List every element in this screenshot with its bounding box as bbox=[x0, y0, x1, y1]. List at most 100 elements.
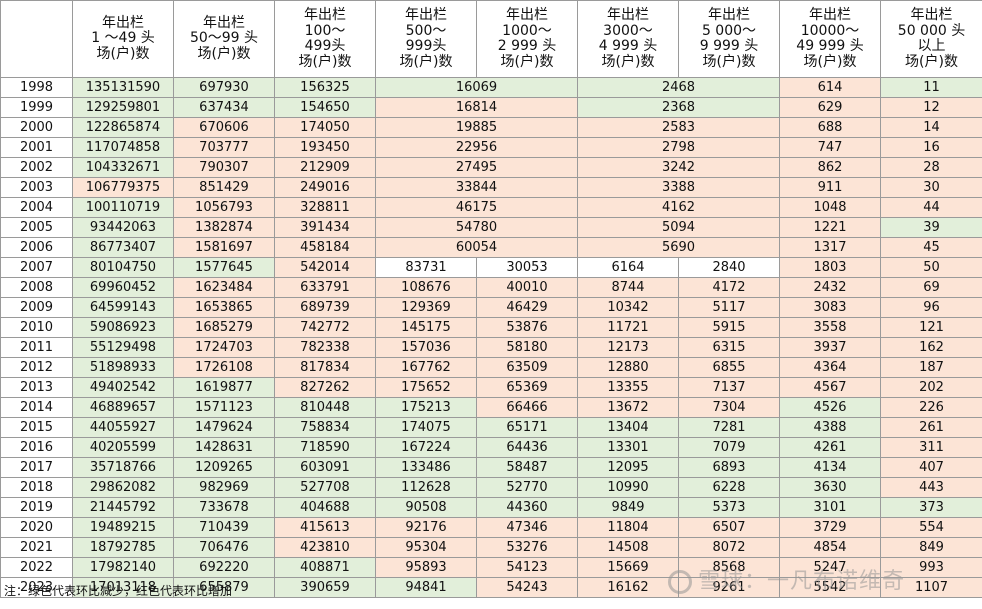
value-cell: 742772 bbox=[274, 317, 376, 338]
value-cell: 407 bbox=[880, 457, 982, 478]
value-cell: 554 bbox=[880, 517, 982, 538]
value-cell: 39 bbox=[880, 217, 982, 238]
value-cell: 982969 bbox=[173, 477, 275, 498]
year-cell: 2000 bbox=[0, 117, 73, 138]
header-col-4: 年出栏 500～ 999头 场(户)数 bbox=[375, 0, 477, 78]
table-row: 2003 106779375 851429 249016 33844 3388 911 30 bbox=[0, 177, 982, 198]
value-cell: 145175 bbox=[375, 317, 477, 338]
value-cell: 655879 bbox=[173, 577, 275, 598]
value-cell: 10990 bbox=[577, 477, 679, 498]
value-cell: 7281 bbox=[678, 417, 780, 438]
value-cell: 45 bbox=[880, 237, 982, 258]
year-cell: 2016 bbox=[0, 437, 73, 458]
value-cell: 65171 bbox=[476, 417, 578, 438]
value-cell: 5117 bbox=[678, 297, 780, 318]
value-cell: 4854 bbox=[779, 537, 881, 558]
value-cell: 60054 bbox=[375, 237, 578, 258]
value-cell: 3242 bbox=[577, 157, 780, 178]
value-cell: 16814 bbox=[375, 97, 578, 118]
value-cell: 6228 bbox=[678, 477, 780, 498]
table-row: 2018 29862082 982969 527708 112628 52770 10990… bbox=[0, 477, 982, 498]
value-cell: 3937 bbox=[779, 337, 881, 358]
value-cell: 16 bbox=[880, 137, 982, 158]
year-cell: 2003 bbox=[0, 177, 73, 198]
table-row: 2020 19489215 710439 415613 92176 47346 11804 6… bbox=[0, 517, 982, 538]
value-cell: 8744 bbox=[577, 277, 679, 298]
value-cell: 603091 bbox=[274, 457, 376, 478]
value-cell: 18792785 bbox=[72, 537, 174, 558]
value-cell: 16162 bbox=[577, 577, 679, 598]
value-cell: 47346 bbox=[476, 517, 578, 538]
value-cell: 3388 bbox=[577, 177, 780, 198]
value-cell: 53276 bbox=[476, 537, 578, 558]
value-cell: 1317 bbox=[779, 237, 881, 258]
value-cell: 710439 bbox=[173, 517, 275, 538]
value-cell: 44 bbox=[880, 197, 982, 218]
value-cell: 52770 bbox=[476, 477, 578, 498]
value-cell: 4134 bbox=[779, 457, 881, 478]
value-cell: 1479624 bbox=[173, 417, 275, 438]
value-cell: 12880 bbox=[577, 357, 679, 378]
value-cell: 100110719 bbox=[72, 197, 174, 218]
value-cell: 1581697 bbox=[173, 237, 275, 258]
value-cell: 6893 bbox=[678, 457, 780, 478]
header-col-2: 年出栏 50～99 头场(户)数 bbox=[173, 0, 275, 78]
value-cell: 810448 bbox=[274, 397, 376, 418]
year-cell: 2020 bbox=[0, 517, 73, 538]
value-cell: 443 bbox=[880, 477, 982, 498]
header-year bbox=[0, 0, 73, 78]
year-cell: 2022 bbox=[0, 557, 73, 578]
year-cell: 2021 bbox=[0, 537, 73, 558]
value-cell: 849 bbox=[880, 537, 982, 558]
value-cell: 156325 bbox=[274, 77, 376, 98]
value-cell: 1623484 bbox=[173, 277, 275, 298]
value-cell: 7079 bbox=[678, 437, 780, 458]
value-cell: 408871 bbox=[274, 557, 376, 578]
value-cell: 328811 bbox=[274, 197, 376, 218]
value-cell: 193450 bbox=[274, 137, 376, 158]
year-cell: 2005 bbox=[0, 217, 73, 238]
value-cell: 5094 bbox=[577, 217, 780, 238]
value-cell: 29862082 bbox=[72, 477, 174, 498]
value-cell: 3729 bbox=[779, 517, 881, 538]
value-cell: 17013118 bbox=[72, 577, 174, 598]
value-cell: 1048 bbox=[779, 197, 881, 218]
value-cell: 50 bbox=[880, 257, 982, 278]
value-cell: 14 bbox=[880, 117, 982, 138]
value-cell: 13301 bbox=[577, 437, 679, 458]
header-col-3: 年出栏 100～ 499头 场(户)数 bbox=[274, 0, 376, 78]
value-cell: 14508 bbox=[577, 537, 679, 558]
value-cell: 6507 bbox=[678, 517, 780, 538]
value-cell: 167224 bbox=[375, 437, 477, 458]
value-cell: 790307 bbox=[173, 157, 275, 178]
header-col-5: 年出栏 1000～ 2 999 头场(户)数 bbox=[476, 0, 578, 78]
value-cell: 1577645 bbox=[173, 257, 275, 278]
value-cell: 49402542 bbox=[72, 377, 174, 398]
table-row: 2021 18792785 706476 423810 95304 53276 14508 8… bbox=[0, 537, 982, 558]
value-cell: 1619877 bbox=[173, 377, 275, 398]
table-row: 2004 100110719 1056793 328811 46175 4162 1048 4… bbox=[0, 197, 982, 218]
value-cell: 129259801 bbox=[72, 97, 174, 118]
table-row: 2012 51898933 1726108 817834 167762 63509 1288… bbox=[0, 357, 982, 378]
year-cell: 2006 bbox=[0, 237, 73, 258]
value-cell: 311 bbox=[880, 437, 982, 458]
value-cell: 1382874 bbox=[173, 217, 275, 238]
value-cell: 12 bbox=[880, 97, 982, 118]
value-cell: 46175 bbox=[375, 197, 578, 218]
table-row: 2009 64599143 1653865 689739 129369 46429 1034… bbox=[0, 297, 982, 318]
year-cell: 2019 bbox=[0, 497, 73, 518]
value-cell: 15669 bbox=[577, 557, 679, 578]
value-cell: 10342 bbox=[577, 297, 679, 318]
value-cell: 423810 bbox=[274, 537, 376, 558]
value-cell: 4172 bbox=[678, 277, 780, 298]
table-row: 2000 122865874 670606 174050 19885 2583 688 14 bbox=[0, 117, 982, 138]
value-cell: 1726108 bbox=[173, 357, 275, 378]
value-cell: 6164 bbox=[577, 257, 679, 278]
year-cell: 2018 bbox=[0, 477, 73, 498]
value-cell: 117074858 bbox=[72, 137, 174, 158]
table-row: 2006 86773407 1581697 458184 60054 5690 1317 45 bbox=[0, 237, 982, 258]
year-cell: 2013 bbox=[0, 377, 73, 398]
value-cell: 167762 bbox=[375, 357, 477, 378]
value-cell: 12095 bbox=[577, 457, 679, 478]
value-cell: 64436 bbox=[476, 437, 578, 458]
